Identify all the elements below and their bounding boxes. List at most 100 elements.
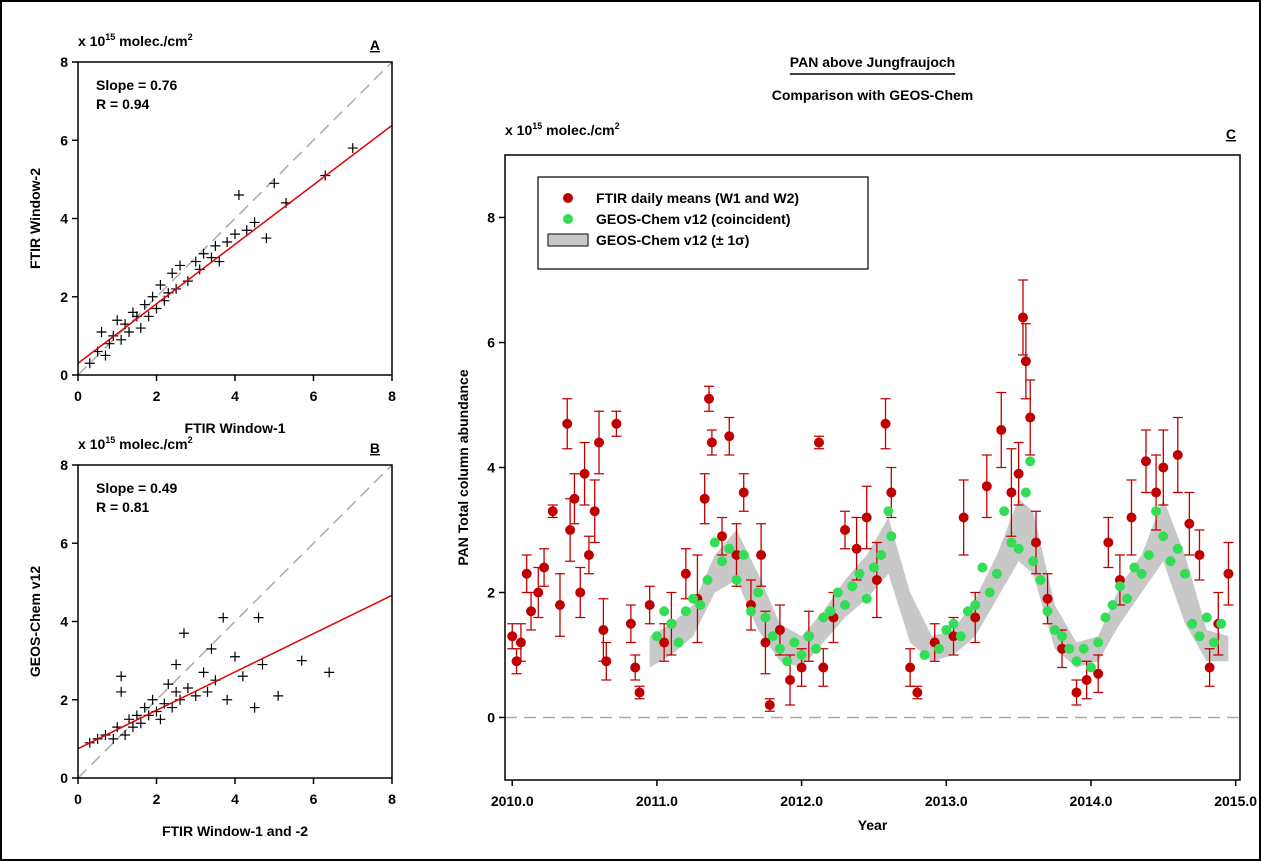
- ftir-point: [565, 525, 576, 535]
- legend-symbol: [563, 193, 573, 203]
- ftir-point: [886, 487, 897, 498]
- plot-frame: [77, 61, 393, 376]
- ftir-point: [1093, 668, 1104, 679]
- y-tick-label: 4: [487, 460, 495, 476]
- x-tick-label: 8: [388, 388, 396, 404]
- ftir-point: [1204, 662, 1215, 673]
- model-point: [789, 637, 800, 648]
- model-point: [941, 625, 952, 635]
- x-tick-label: 2015.0: [1214, 793, 1257, 809]
- model-point: [984, 587, 995, 598]
- unit-prefix: x 10: [78, 436, 105, 452]
- ftir-point: [785, 675, 796, 685]
- model-point: [883, 506, 894, 517]
- legend-label: FTIR daily means (W1 and W2): [596, 190, 799, 206]
- ftir-point: [970, 612, 981, 623]
- model-point: [1114, 581, 1125, 592]
- model-point: [1158, 531, 1169, 542]
- model-point: [999, 506, 1010, 517]
- point: [120, 729, 131, 740]
- point: [131, 710, 142, 721]
- model-point: [688, 593, 699, 604]
- point: [261, 233, 272, 244]
- x-tick-label: 8: [388, 791, 396, 807]
- model-point: [1025, 456, 1036, 467]
- point: [108, 733, 119, 744]
- y-tick-label: 6: [60, 535, 68, 551]
- x-tick-label: 2010.0: [491, 793, 534, 809]
- unit-prefix: x 10: [78, 33, 105, 49]
- model-point: [702, 575, 713, 585]
- ftir-point: [1126, 512, 1137, 523]
- unit-text: molec./cm: [115, 33, 187, 49]
- unit-exponent: 15: [105, 32, 115, 42]
- model-point: [774, 643, 785, 654]
- y-tick-label: 8: [487, 210, 495, 226]
- ftir-point: [562, 418, 573, 429]
- x-tick-label: 0: [74, 388, 82, 404]
- unit-exponent: 15: [105, 435, 115, 445]
- y-axis-label: PAN Total column abundance: [455, 369, 471, 565]
- model-point: [709, 537, 720, 548]
- ftir-point: [533, 587, 544, 598]
- ftir-point: [851, 543, 862, 554]
- y-tick-label: 0: [60, 770, 68, 786]
- y-tick-label: 4: [60, 211, 68, 227]
- ftir-point: [594, 437, 605, 448]
- ftir-point: [706, 437, 717, 448]
- ftir-point: [1151, 487, 1162, 498]
- model-point: [659, 606, 670, 617]
- model-point: [1020, 487, 1031, 498]
- ftir-point: [1103, 537, 1114, 548]
- point: [171, 686, 182, 697]
- model-point: [1085, 662, 1096, 673]
- ftir-point: [1223, 568, 1234, 579]
- plot-frame: [504, 154, 1241, 781]
- point: [182, 276, 193, 287]
- one-to-one-line: [77, 464, 393, 779]
- point: [241, 225, 252, 236]
- model-point: [1107, 600, 1118, 610]
- x-tick-label: 2012.0: [780, 793, 823, 809]
- model-point: [861, 593, 872, 604]
- unit-exponent: 2: [188, 32, 193, 42]
- model-point: [1122, 593, 1133, 604]
- ftir-point: [905, 662, 916, 673]
- model-point: [991, 568, 1002, 579]
- model-point: [977, 562, 988, 573]
- unit-exponent: 2: [615, 121, 620, 131]
- point: [249, 217, 260, 228]
- point: [230, 651, 240, 662]
- x-tick-label: 2: [153, 388, 161, 404]
- legend-box: [537, 176, 869, 270]
- ftir-point: [731, 550, 742, 560]
- model-point: [745, 606, 756, 617]
- y-tick-label: 2: [487, 585, 495, 601]
- ftir-point: [521, 568, 532, 579]
- axis-unit: x 1015 molec./cm2: [505, 121, 620, 138]
- panel-label: A: [370, 37, 380, 53]
- point: [253, 612, 264, 623]
- point: [202, 686, 213, 697]
- ftir-point: [575, 587, 586, 598]
- model-point: [1042, 606, 1053, 617]
- model-point: [731, 575, 742, 585]
- ftir-point: [871, 575, 882, 585]
- ftir-point: [589, 506, 600, 517]
- x-tick-label: 4: [231, 388, 239, 404]
- x-axis-label: FTIR Window-1: [185, 420, 286, 436]
- point: [182, 683, 193, 694]
- y-tick-label: 6: [487, 335, 495, 351]
- point: [116, 671, 127, 682]
- ftir-point: [1006, 487, 1017, 498]
- point: [218, 612, 229, 623]
- ftir-point: [507, 631, 518, 642]
- point: [143, 311, 154, 322]
- ftir-point: [511, 656, 522, 667]
- point: [96, 326, 107, 337]
- ftir-point: [738, 487, 749, 498]
- point: [273, 690, 284, 701]
- point: [124, 714, 135, 725]
- point: [135, 323, 146, 334]
- point: [190, 256, 201, 267]
